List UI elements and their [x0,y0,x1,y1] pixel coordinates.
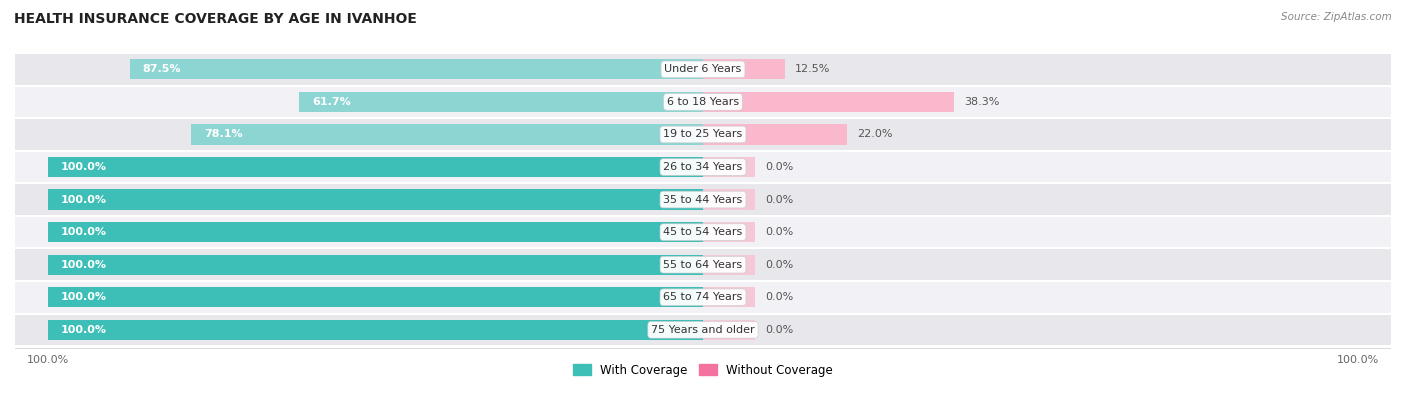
Text: 6 to 18 Years: 6 to 18 Years [666,97,740,107]
Bar [0,183,1406,216]
Text: Under 6 Years: Under 6 Years [665,64,741,74]
Bar [0,249,1406,281]
Text: 0.0%: 0.0% [765,227,793,237]
Text: 100.0%: 100.0% [60,325,107,335]
Bar [703,59,785,79]
Bar [48,157,703,177]
Bar [703,320,755,340]
Text: 0.0%: 0.0% [765,325,793,335]
Bar [703,190,755,210]
Bar [0,85,1406,118]
Text: 100.0%: 100.0% [60,227,107,237]
Bar [48,254,703,275]
Text: 65 to 74 Years: 65 to 74 Years [664,292,742,302]
Text: 38.3%: 38.3% [963,97,1000,107]
Bar [129,59,703,79]
Text: 26 to 34 Years: 26 to 34 Years [664,162,742,172]
Text: 78.1%: 78.1% [204,129,243,139]
Bar [48,222,703,242]
Bar [48,287,703,308]
Text: 100.0%: 100.0% [60,260,107,270]
Text: 61.7%: 61.7% [312,97,350,107]
Bar [703,222,755,242]
Bar [0,151,1406,183]
Bar [703,124,848,144]
Text: 0.0%: 0.0% [765,162,793,172]
Text: 100.0%: 100.0% [60,292,107,302]
Legend: With Coverage, Without Coverage: With Coverage, Without Coverage [568,359,838,381]
Text: 0.0%: 0.0% [765,292,793,302]
Text: 0.0%: 0.0% [765,260,793,270]
Text: 0.0%: 0.0% [765,195,793,205]
Bar [191,124,703,144]
Bar [48,320,703,340]
Text: 35 to 44 Years: 35 to 44 Years [664,195,742,205]
Bar [703,254,755,275]
Bar [703,92,953,112]
Bar [0,313,1406,346]
Text: 75 Years and older: 75 Years and older [651,325,755,335]
Text: 55 to 64 Years: 55 to 64 Years [664,260,742,270]
Bar [298,92,703,112]
Text: HEALTH INSURANCE COVERAGE BY AGE IN IVANHOE: HEALTH INSURANCE COVERAGE BY AGE IN IVAN… [14,12,418,27]
Text: Source: ZipAtlas.com: Source: ZipAtlas.com [1281,12,1392,22]
Text: 45 to 54 Years: 45 to 54 Years [664,227,742,237]
Bar [703,157,755,177]
Bar [0,118,1406,151]
Text: 12.5%: 12.5% [794,64,830,74]
Bar [0,281,1406,313]
Bar [48,190,703,210]
Bar [0,53,1406,85]
Text: 100.0%: 100.0% [60,195,107,205]
Text: 22.0%: 22.0% [858,129,893,139]
Text: 100.0%: 100.0% [60,162,107,172]
Text: 19 to 25 Years: 19 to 25 Years [664,129,742,139]
Bar [0,216,1406,249]
Bar [703,287,755,308]
Text: 87.5%: 87.5% [143,64,181,74]
